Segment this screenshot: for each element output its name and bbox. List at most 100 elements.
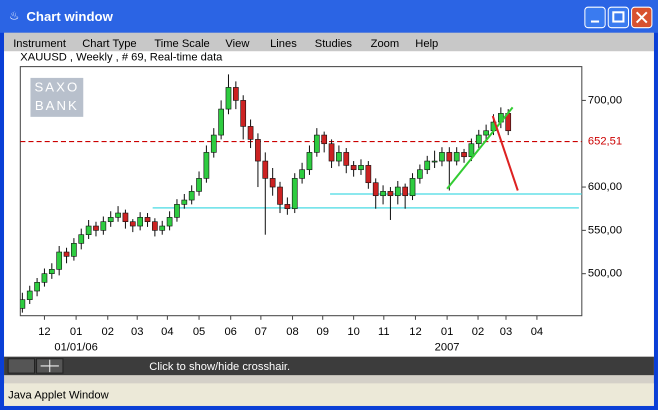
x-tick-label: 02 xyxy=(472,326,484,338)
candle-body xyxy=(26,290,33,300)
candle-body xyxy=(262,160,269,179)
candle-body xyxy=(409,178,416,197)
candle-body xyxy=(372,182,379,197)
candle-body xyxy=(380,191,386,197)
x-tick-label: 05 xyxy=(193,326,205,338)
menu-item[interactable]: View xyxy=(225,38,250,50)
menu-item[interactable]: Time Scale xyxy=(154,38,209,50)
candle-body xyxy=(277,186,283,205)
candle-body xyxy=(240,100,247,127)
applet-label: Java Applet Window xyxy=(8,390,109,402)
menu-item[interactable]: Help xyxy=(415,38,438,50)
candle-body xyxy=(107,217,114,223)
candle-body xyxy=(468,143,475,158)
candle-body xyxy=(247,126,254,140)
y-tick-label: 550,00 xyxy=(588,224,622,236)
x-sub-label: 2007 xyxy=(435,341,460,353)
status-bar xyxy=(4,383,654,406)
candle-body xyxy=(365,165,372,184)
candle-body xyxy=(461,152,467,158)
x-sub-label: 01/01/06 xyxy=(54,341,97,353)
y-tick-label: 700,00 xyxy=(588,94,622,106)
candle-body xyxy=(439,152,445,162)
x-tick-label: 12 xyxy=(38,326,50,338)
x-tick-label: 12 xyxy=(409,326,421,338)
candle-body xyxy=(129,221,136,227)
logo-box xyxy=(30,77,84,117)
candle-body xyxy=(336,152,342,162)
x-tick-label: 04 xyxy=(161,326,173,338)
x-tick-label: 07 xyxy=(255,326,267,338)
candle-body xyxy=(122,212,129,223)
menu-item[interactable]: Chart Type xyxy=(82,38,136,50)
x-tick-label: 10 xyxy=(347,326,359,338)
toolbar-button[interactable] xyxy=(7,358,36,374)
candle-body xyxy=(166,217,173,227)
candle-body xyxy=(115,212,121,218)
candle-body xyxy=(284,204,291,210)
candle-body xyxy=(48,269,55,274)
candle-body xyxy=(321,134,328,145)
candle-body xyxy=(431,160,438,163)
candle-body xyxy=(255,139,261,162)
candle-body xyxy=(93,225,99,231)
candle-body xyxy=(269,178,276,188)
y-tick-label: 500,00 xyxy=(588,268,622,280)
trend-line xyxy=(446,106,514,190)
candle-body xyxy=(85,225,92,236)
candle-body xyxy=(41,273,48,283)
candle-body xyxy=(100,221,107,231)
candle-body xyxy=(483,130,489,136)
chart-header: XAUUSD , Weekly , # 69, Real-time data xyxy=(20,51,223,63)
menu-bar xyxy=(4,32,654,52)
x-tick-label: 09 xyxy=(316,326,328,338)
candle-body xyxy=(137,217,143,227)
crosshair-icon xyxy=(40,359,59,373)
candle-body xyxy=(233,87,239,101)
toolbar xyxy=(4,356,654,376)
candle-body xyxy=(144,217,151,223)
logo-text: BANK xyxy=(35,98,79,113)
x-tick-label: 11 xyxy=(378,326,390,338)
candle-body xyxy=(328,143,335,162)
candle-body xyxy=(446,152,453,162)
menu-item[interactable]: Zoom xyxy=(371,38,400,50)
x-tick-label: 06 xyxy=(224,326,236,338)
candle-body xyxy=(159,225,166,231)
candle-body xyxy=(475,134,482,145)
candle-body xyxy=(203,152,210,179)
candle-body xyxy=(174,204,180,218)
x-tick-label: 02 xyxy=(102,326,114,338)
candle-body xyxy=(152,221,158,231)
candle-body xyxy=(358,165,364,171)
trend-line xyxy=(491,115,519,191)
menu-item[interactable]: Instrument xyxy=(13,38,67,50)
candle-body xyxy=(402,186,408,197)
y-tick-label: 600,00 xyxy=(588,181,622,193)
plot-frame xyxy=(19,66,583,317)
candle-body xyxy=(196,178,202,192)
candle-body xyxy=(453,152,460,162)
candle-body xyxy=(225,87,232,110)
minimize-button[interactable] xyxy=(584,6,606,29)
candle-body xyxy=(78,234,85,244)
x-tick-label: 03 xyxy=(500,326,512,338)
candle-body xyxy=(291,178,298,210)
candle-body xyxy=(424,160,431,171)
x-tick-label: 08 xyxy=(286,326,298,338)
maximize-button[interactable] xyxy=(607,6,630,29)
title-bar xyxy=(0,0,658,33)
x-tick-label: 03 xyxy=(131,326,143,338)
candle-body xyxy=(56,251,63,270)
menu-item[interactable]: Studies xyxy=(315,38,353,50)
menu-item[interactable]: Lines xyxy=(270,38,297,50)
candle-body xyxy=(210,134,217,153)
window-icon: ♨ xyxy=(9,10,19,22)
x-tick-label: 04 xyxy=(531,326,543,338)
candle-body xyxy=(350,165,357,171)
x-tick-label: 01 xyxy=(441,326,453,338)
candle-body xyxy=(313,134,320,153)
candle-body xyxy=(343,152,350,166)
candle-body xyxy=(306,152,313,171)
candle-body xyxy=(71,243,77,257)
